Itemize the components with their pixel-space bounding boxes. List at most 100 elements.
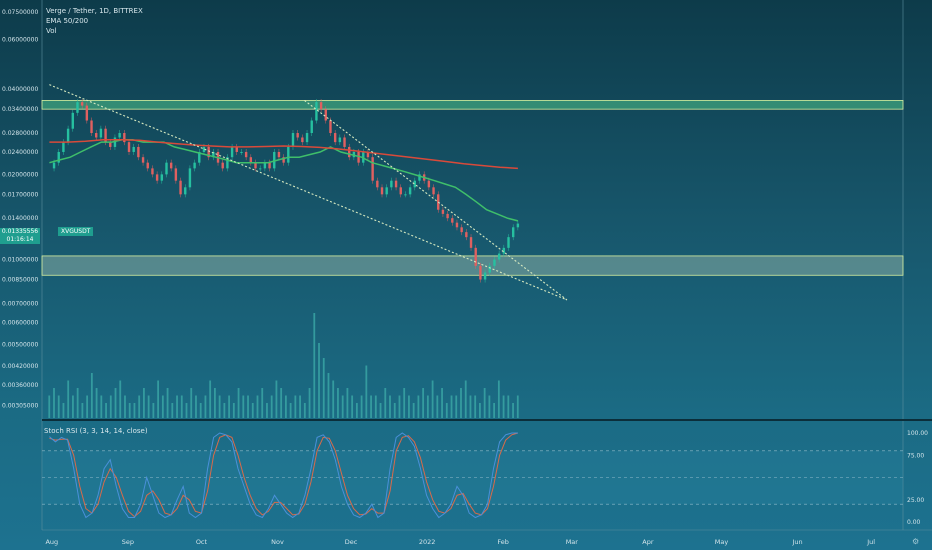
volume-bar xyxy=(308,388,311,418)
candle-body xyxy=(394,180,398,188)
volume-bar xyxy=(417,395,420,418)
time-tick-label: Oct xyxy=(196,538,208,546)
volume-bar xyxy=(105,403,107,418)
volume-bar xyxy=(53,388,55,418)
volume-bar xyxy=(384,388,387,418)
candle-body xyxy=(188,168,192,188)
volume-bar xyxy=(251,403,254,418)
stoch-rsi-title: Stoch RSI (3, 3, 14, 14, close) xyxy=(44,427,148,435)
candle-body xyxy=(179,180,182,195)
volume-bar xyxy=(247,395,249,418)
volume-bar xyxy=(223,403,226,418)
volume-bar xyxy=(441,388,443,418)
volume-bar xyxy=(256,395,259,418)
candle-body xyxy=(76,102,79,113)
candle-body xyxy=(226,157,229,169)
legend-ema: EMA 50/200 xyxy=(46,17,89,25)
candle-body xyxy=(315,102,318,121)
candle-body xyxy=(207,146,210,158)
price-tick-label: 0.07500000 xyxy=(2,9,38,16)
time-tick-label: Apr xyxy=(642,538,654,546)
volume-bar xyxy=(242,395,245,418)
candle-body xyxy=(455,222,459,228)
candle-body xyxy=(109,142,112,147)
candle-body xyxy=(146,162,149,169)
stoch-k-line xyxy=(49,432,518,519)
volume-bar xyxy=(232,403,235,418)
candle-body xyxy=(62,142,65,152)
candle-body xyxy=(305,133,309,143)
volume-bar xyxy=(516,395,519,418)
time-tick-label: Jul xyxy=(866,538,875,546)
volume-bar xyxy=(109,395,112,418)
volume-bar xyxy=(355,403,358,418)
candle-body xyxy=(235,146,238,152)
volume-bar xyxy=(488,395,491,418)
candle-body xyxy=(390,180,393,188)
volume-bar xyxy=(403,388,406,418)
volume-bar xyxy=(474,395,477,418)
volume-bar xyxy=(228,395,230,418)
volume-bar xyxy=(360,395,363,418)
volume-bar xyxy=(100,395,103,418)
ema50-line xyxy=(49,139,519,222)
candle-body xyxy=(479,265,482,280)
volume-bar xyxy=(507,395,510,418)
stoch-band xyxy=(42,450,903,505)
candle-body xyxy=(174,168,178,181)
candle-body xyxy=(287,146,290,163)
volume-bar xyxy=(318,343,320,418)
price-tick-label: 0.00305000 xyxy=(2,402,38,409)
volume-bar xyxy=(464,380,467,418)
volume-bar xyxy=(95,388,98,418)
volume-bar xyxy=(237,388,240,418)
candle-body xyxy=(483,272,487,280)
price-tick-label: 0.00420000 xyxy=(2,363,38,370)
candle-body xyxy=(413,180,417,188)
volume-bar xyxy=(266,403,268,418)
volume-bar xyxy=(157,380,160,418)
settings-gear-icon[interactable]: ⚙ xyxy=(912,537,920,546)
price-tick-label: 0.01000000 xyxy=(2,257,38,264)
volume-bar xyxy=(341,395,344,418)
candle-body xyxy=(441,209,445,214)
candle-body xyxy=(141,157,145,163)
volume-bar xyxy=(57,395,60,418)
candle-body xyxy=(80,102,84,106)
candle-body xyxy=(511,227,515,238)
candle-body xyxy=(399,187,402,195)
chart-legend: Verge / Tether, 1D, BITTREX EMA 50/200 V… xyxy=(46,6,143,36)
candle-body xyxy=(366,151,370,158)
candle-body xyxy=(343,137,346,147)
volume-bar xyxy=(436,395,439,418)
candle-body xyxy=(432,187,435,195)
candle-body xyxy=(263,162,267,169)
candle-body xyxy=(329,120,332,134)
candle-body xyxy=(193,162,196,169)
volume-bar xyxy=(332,380,335,418)
candle-body xyxy=(230,146,234,158)
price-tick-label: 0.00360000 xyxy=(2,382,38,389)
candle-body xyxy=(123,133,126,143)
volume-bar xyxy=(479,403,481,418)
volume-bar xyxy=(199,403,202,418)
candle-body xyxy=(104,128,107,143)
candle-body xyxy=(240,151,243,153)
volume-bar xyxy=(431,380,434,418)
volume-bar xyxy=(185,403,188,418)
candle-body xyxy=(132,146,135,152)
price-tick-label: 0.02000000 xyxy=(2,171,38,178)
candle-body xyxy=(85,105,89,121)
volume-bar xyxy=(289,403,292,418)
support-resistance-zone xyxy=(41,255,904,276)
volume-bar xyxy=(313,313,316,418)
volume-bar xyxy=(322,358,325,418)
volume-bar xyxy=(379,403,382,418)
candle-body xyxy=(277,151,281,158)
volume-bar xyxy=(76,388,79,418)
candle-body xyxy=(165,162,168,175)
price-tick-label: 0.00500000 xyxy=(2,342,38,349)
candle-body xyxy=(151,168,154,175)
candle-body xyxy=(474,247,477,266)
